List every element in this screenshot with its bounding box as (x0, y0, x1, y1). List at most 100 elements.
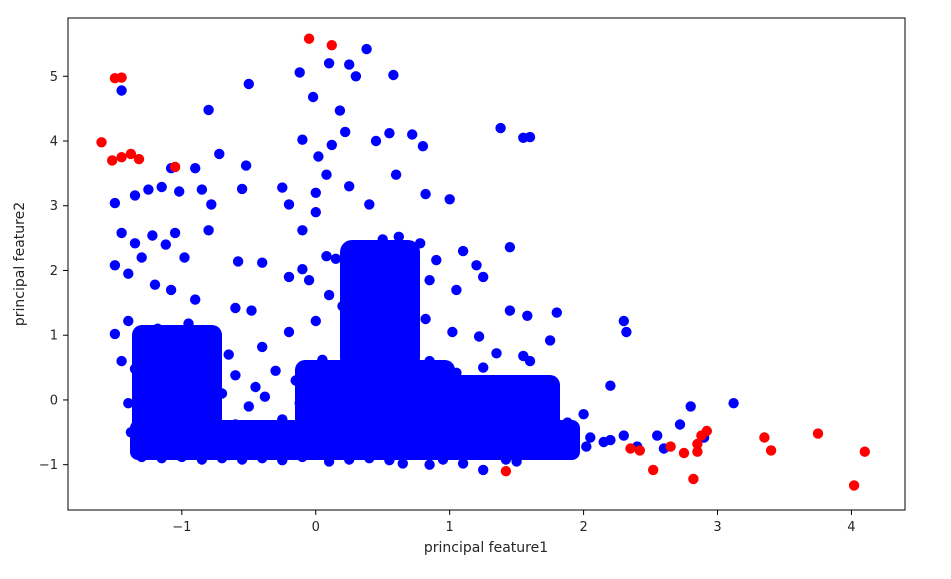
scatter-point (390, 169, 402, 180)
scatter-point (230, 419, 241, 430)
scatter-point (495, 122, 506, 134)
scatter-point (648, 464, 659, 476)
scatter-point (451, 284, 462, 296)
scatter-point (618, 430, 629, 441)
scatter-point (504, 427, 516, 438)
scatter-point (424, 430, 435, 441)
scatter-point (812, 428, 824, 439)
scatter-point (136, 436, 147, 448)
scatter-point (692, 446, 703, 457)
scatter-point (183, 318, 194, 329)
scatter-point (163, 385, 174, 396)
scatter-point (123, 268, 134, 279)
scatter-point (160, 239, 171, 250)
scatter-point (273, 430, 284, 441)
scatter-point (123, 315, 134, 327)
scatter-point (206, 433, 217, 444)
scatter-point (348, 428, 359, 439)
scatter-point (437, 454, 449, 465)
scatter-point (297, 134, 308, 145)
scatter-point (451, 367, 462, 378)
scatter-point (484, 436, 495, 448)
scatter-point (415, 238, 426, 249)
scatter-point (116, 72, 127, 83)
scatter-point (420, 188, 431, 200)
scatter-point (674, 419, 686, 430)
scatter-point (223, 349, 234, 360)
scatter-point (294, 67, 305, 78)
scatter-point (203, 104, 214, 116)
y-tick-label: −1 (39, 458, 58, 473)
scatter-point (290, 375, 301, 386)
scatter-point (174, 186, 185, 197)
x-axis-label: principal feature1 (424, 540, 548, 556)
scatter-point (478, 464, 489, 476)
scatter-point (585, 432, 596, 443)
scatter-point (390, 324, 402, 336)
scatter-point (277, 455, 288, 466)
points-layer (96, 33, 870, 491)
scatter-point (190, 446, 201, 457)
scatter-point (125, 148, 137, 160)
scatter-point (444, 438, 455, 450)
scatter-point (190, 391, 201, 402)
scatter-point (149, 423, 161, 435)
scatter-point (232, 256, 244, 267)
scatter-point (310, 207, 321, 218)
scatter-point (344, 361, 355, 372)
scatter-point (366, 440, 378, 451)
scatter-point (404, 441, 415, 452)
scatter-point (444, 194, 455, 205)
scatter-point (163, 443, 174, 454)
x-tick-label: 2 (579, 520, 587, 535)
y-tick-label: 2 (50, 264, 58, 279)
scatter-point (283, 271, 295, 283)
scatter-point (551, 307, 562, 318)
cluster-band-center-tall (340, 240, 420, 370)
scatter-point (317, 354, 328, 365)
scatter-point (330, 445, 341, 456)
scatter-point (397, 458, 408, 469)
scatter-point (310, 385, 321, 396)
scatter-point (464, 428, 475, 439)
scatter-point (420, 313, 431, 325)
scatter-point (123, 398, 134, 409)
scatter-point (765, 445, 777, 456)
scatter-point (692, 438, 703, 450)
scatter-point (277, 182, 288, 193)
scatter-point (230, 302, 241, 314)
scatter-point (544, 335, 556, 346)
scatter-point (478, 362, 489, 373)
scatter-point (169, 336, 181, 347)
scatter-point (859, 446, 870, 457)
scatter-point (243, 78, 254, 90)
scatter-point (431, 254, 442, 266)
plot-frame (67, 17, 906, 511)
scatter-point (460, 415, 471, 426)
scatter-point (310, 187, 321, 198)
scatter-point (457, 458, 469, 469)
x-tick-label: 4 (847, 520, 855, 535)
y-tick-label: 0 (50, 393, 58, 408)
scatter-point (323, 456, 335, 467)
scatter-point (176, 414, 187, 425)
scatter-point (116, 355, 127, 367)
scatter-point (337, 300, 348, 312)
scatter-point (473, 331, 485, 342)
scatter-point (605, 380, 616, 391)
scatter-point (524, 131, 536, 143)
scatter-point (344, 181, 355, 192)
scatter-point (326, 139, 337, 151)
x-tick-label: 3 (713, 520, 721, 535)
scatter-point (246, 305, 257, 316)
scatter-point (257, 341, 268, 353)
scatter-point (169, 227, 181, 239)
scatter-point (370, 135, 382, 147)
scatter-point (361, 43, 372, 55)
scatter-point (236, 454, 248, 465)
scatter-point (350, 71, 362, 82)
scatter-point (370, 349, 382, 360)
scatter-point (688, 473, 699, 485)
scatter-point (384, 427, 395, 438)
scatter-point (330, 253, 341, 264)
